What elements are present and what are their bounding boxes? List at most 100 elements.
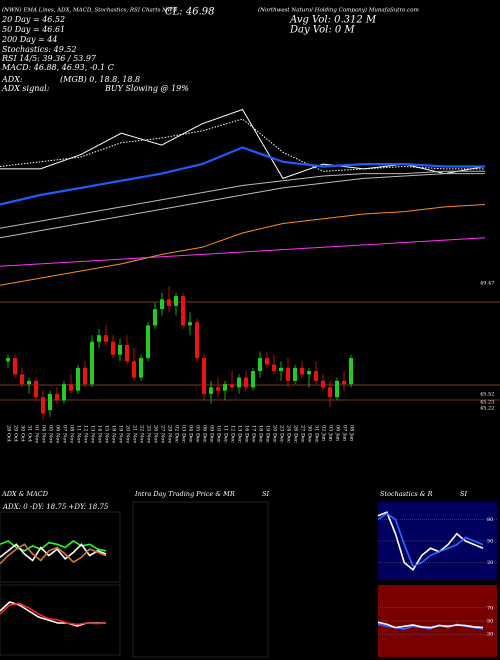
candle-body [244, 377, 248, 388]
candle-body [20, 374, 24, 385]
candle-body [258, 358, 262, 372]
candle-body [272, 364, 276, 372]
y-tick-label: 80 [487, 517, 493, 523]
indicator-line [0, 237, 486, 267]
candle-body [76, 367, 80, 391]
x-tick-label: 18 Dec [258, 425, 264, 443]
x-tick-label: 03 Dec [181, 425, 187, 443]
x-tick-label: 07 Jan [342, 425, 348, 442]
x-tick-label: 13 Nov [90, 425, 96, 443]
candle-body [34, 380, 38, 398]
x-tick-label: 01 Nov [34, 425, 40, 443]
candle-body [83, 367, 87, 385]
candle-body [335, 380, 339, 398]
candle-body [13, 358, 17, 375]
x-tick-label: 02 Jan [321, 425, 327, 442]
x-tick-label: 11 Dec [223, 425, 229, 443]
indicator-line [0, 173, 485, 239]
x-tick-label: 02 Dec [174, 425, 180, 443]
annotation: BUY Slowing @ 19% [104, 84, 189, 93]
price-label: 45.23 [480, 400, 494, 406]
x-tick-label: 25 Nov [146, 425, 152, 443]
indicator-line [0, 204, 486, 286]
annotation: MACD: 46.88, 46.93, -0.1 C [1, 63, 114, 72]
candle-body [300, 367, 304, 375]
x-tick-label: 03 Jan [328, 425, 334, 442]
x-tick-label: 11 Nov [76, 425, 82, 443]
annotation: 20 Day = 46.52 [1, 15, 65, 24]
x-tick-label: 04 Dec [188, 425, 194, 443]
candle-body [27, 380, 31, 385]
x-tick-label: 24 Dec [286, 425, 292, 443]
annotation: (Northwest Natural Holding Company) Muna… [258, 7, 419, 14]
x-tick-label: 30 Oct [20, 425, 26, 442]
candle-body [265, 358, 269, 365]
x-tick-label: 29 Oct [13, 425, 19, 442]
candle-body [321, 380, 325, 388]
x-tick-label: 12 Dec [230, 425, 236, 443]
x-tick-label: 31 Dec [314, 425, 320, 443]
price-label: 49.47 [480, 281, 494, 287]
candle-body [118, 345, 122, 355]
annotation: CL: 46.98 [165, 7, 214, 18]
x-tick-label: 26 Nov [153, 425, 159, 443]
indicator-line [0, 118, 485, 172]
indicator-line [377, 512, 484, 568]
y-tick-label: 70 [487, 605, 493, 611]
candle-body [195, 322, 199, 359]
x-tick-label: 06 Jan [335, 425, 341, 442]
x-tick-label: 09 Dec [209, 425, 215, 443]
x-tick-label: 12 Nov [83, 425, 89, 443]
x-tick-label: 29 Nov [167, 425, 173, 443]
x-tick-label: 15 Nov [104, 425, 110, 443]
x-tick-label: 08 Nov [69, 425, 75, 443]
candle-body [216, 387, 220, 391]
x-tick-label: 26 Dec [293, 425, 299, 443]
y-tick-label: 30 [487, 632, 493, 638]
candle-body [279, 367, 283, 372]
y-tick-label: 20 [487, 560, 493, 566]
candle-body [181, 296, 185, 326]
candle-body [160, 299, 164, 310]
annotation: (NWN) EMA Lines, ADX, MACD, Stochastics,… [2, 7, 178, 14]
x-tick-label: 08 Jan [349, 425, 355, 442]
candle-body [62, 384, 66, 401]
candle-body [230, 384, 234, 388]
x-tick-label: 30 Dec [307, 425, 313, 443]
x-tick-label: 16 Dec [244, 425, 250, 443]
panel-title: SI [460, 490, 467, 498]
x-tick-label: 31 Oct [27, 425, 33, 442]
x-tick-label: 23 Dec [279, 425, 285, 443]
indicator-line [377, 621, 484, 629]
indicator-line [0, 543, 107, 562]
x-tick-label: 20 Dec [272, 425, 278, 443]
x-tick-label: 13 Dec [237, 425, 243, 443]
panel-title: SI [262, 490, 269, 498]
x-tick-label: 27 Dec [300, 425, 306, 443]
candle-body [174, 296, 178, 306]
price-label: 45.22 [480, 406, 494, 412]
panel-title: Intra Day Trading Price & MR [134, 490, 235, 498]
candle-body [328, 387, 332, 398]
annotation: RSI 14/5: 39.36 / 53.97 [1, 54, 97, 63]
indicator-line [0, 543, 107, 565]
x-tick-label: 07 Nov [62, 425, 68, 443]
stoch-panel [378, 502, 497, 580]
candle-body [139, 358, 143, 378]
panel-title: ADX & MACD [1, 490, 49, 498]
candle-body [146, 325, 150, 359]
x-tick-label: 19 Nov [118, 425, 124, 443]
y-tick-label: 50 [487, 619, 493, 625]
candle-body [111, 341, 115, 355]
indicator-line [0, 170, 485, 229]
indicator-line [0, 602, 107, 626]
indicator-line [377, 511, 484, 572]
candle-body [104, 335, 108, 342]
annotation: ADX signal: [1, 84, 50, 93]
annotation: Day Vol: 0 M [289, 25, 355, 36]
candle-body [286, 367, 290, 381]
x-tick-label: 28 Oct [6, 425, 12, 442]
panel-title: Stochastics & R [380, 490, 433, 498]
panel-frame [0, 584, 121, 656]
